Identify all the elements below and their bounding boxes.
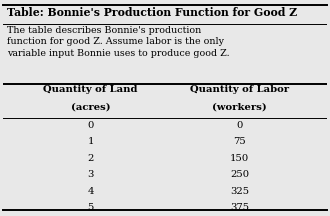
Text: 250: 250: [230, 170, 249, 179]
Text: 3: 3: [87, 170, 94, 179]
Text: 2: 2: [87, 154, 94, 163]
Text: 325: 325: [230, 187, 249, 196]
Text: 0: 0: [236, 121, 243, 130]
Text: 0: 0: [87, 121, 94, 130]
Text: 1: 1: [87, 137, 94, 146]
Text: 5: 5: [87, 203, 94, 212]
Text: 150: 150: [230, 154, 249, 163]
Text: (workers): (workers): [212, 102, 267, 111]
Text: The table describes Bonnie's production
function for good Z. Assume labor is the: The table describes Bonnie's production …: [7, 26, 230, 58]
Text: 375: 375: [230, 203, 249, 212]
Text: Quantity of Labor: Quantity of Labor: [190, 85, 289, 94]
Text: Table: Bonnie's Production Function for Good Z: Table: Bonnie's Production Function for …: [7, 8, 297, 18]
Text: 75: 75: [233, 137, 246, 146]
Text: (acres): (acres): [71, 102, 111, 111]
Text: Quantity of Land: Quantity of Land: [43, 85, 138, 94]
Text: 4: 4: [87, 187, 94, 196]
